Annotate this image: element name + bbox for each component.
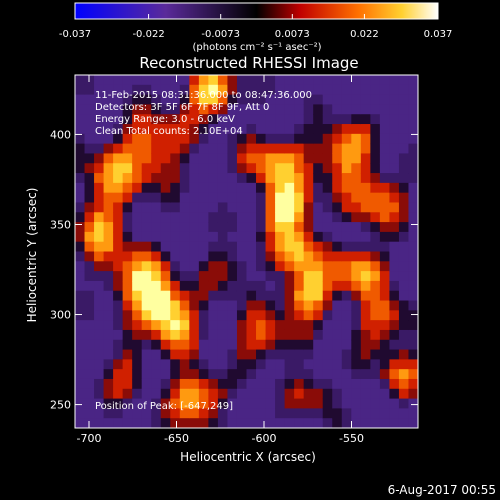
- colorbar-tick-label: 0.037: [424, 29, 453, 40]
- plot-frame: [74, 74, 419, 429]
- y-axis-label: Heliocentric Y (arcsec): [25, 188, 39, 323]
- x-tick-label: -600: [252, 432, 277, 445]
- x-tick-label: -650: [164, 432, 189, 445]
- y-tick-label: 250: [50, 399, 71, 412]
- x-tick-label: -700: [77, 432, 102, 445]
- colorbar-tick-label: -0.0073: [201, 29, 240, 40]
- x-axis-label: Heliocentric X (arcsec): [180, 450, 316, 464]
- annotation-energy-range: Energy Range: 3.0 - 6.0 keV: [95, 114, 235, 125]
- x-tick-label: -550: [339, 432, 364, 445]
- colorbar-unit-label: (photons cm⁻² s⁻¹ asec⁻²): [192, 42, 321, 53]
- plot-title: Reconstructed RHESSI Image: [139, 54, 358, 72]
- colorbar-tick-label: 0.0073: [275, 29, 310, 40]
- y-axis-ticks: 400 350 300 250: [50, 128, 418, 412]
- y-tick-label: 300: [50, 309, 71, 322]
- colorbar-tick-label: -0.037: [59, 29, 91, 40]
- y-tick-label: 350: [50, 218, 71, 231]
- colorbar-ticks: -0.037 -0.022 -0.0073 0.0073 0.022 0.037: [59, 14, 452, 40]
- annotation-detectors: Detectors: 3F 5F 6F 7F 8F 9F, Att 0: [95, 102, 269, 113]
- footer-date: 6-Aug-2017 00:55: [388, 483, 496, 497]
- image-map: [75, 75, 418, 428]
- colorbar: [74, 2, 439, 20]
- annotation-peak-position: Position of Peak: [-647,249]: [95, 401, 233, 412]
- annotation-clean-counts: Clean Total counts: 2.10E+04: [95, 126, 243, 137]
- x-axis-ticks: -700 -650 -600 -550: [77, 75, 364, 445]
- annotation-time-range: 11-Feb-2015 08:31:36.000 to 08:47:36.000: [95, 90, 312, 101]
- colorbar-tick-label: -0.022: [132, 29, 164, 40]
- colorbar-tick-label: 0.022: [350, 29, 379, 40]
- y-tick-label: 400: [50, 128, 71, 141]
